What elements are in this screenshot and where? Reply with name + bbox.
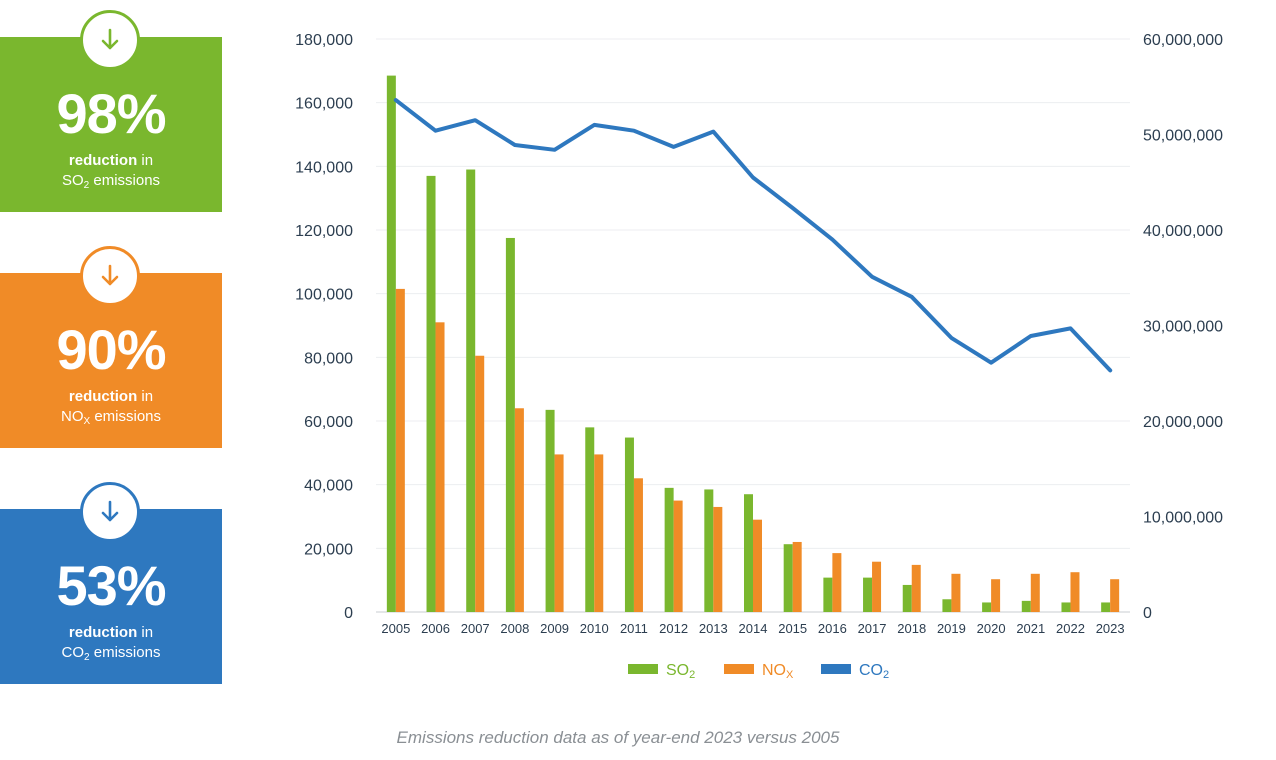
bar-nox: [872, 561, 882, 612]
x-axis-tick-label: 2010: [580, 621, 609, 636]
bar-so2: [783, 544, 793, 612]
bar-nox: [951, 573, 961, 612]
x-axis-tick-label: 2020: [977, 621, 1006, 636]
right-axis-tick-label: 40,000,000: [1143, 223, 1223, 240]
right-axis-tick-label: 30,000,000: [1143, 319, 1223, 336]
bar-so2: [823, 577, 833, 612]
bar-so2: [426, 175, 436, 612]
stat-description: reduction in NOX emissions: [60, 388, 162, 427]
bar-so2: [942, 599, 952, 612]
emissions-chart: 0 20,000 40,000 60,000 80,000 100,000 120,000 1…: [295, 32, 1223, 681]
left-axis-tick-label: 100,000: [295, 287, 353, 304]
left-axis-tick-label: 180,000: [295, 32, 353, 49]
bar-nox: [832, 553, 842, 612]
stat-percent: 98%: [56, 82, 166, 145]
left-axis-tick-label: 60,000: [304, 414, 353, 431]
legend-item-co2: CO2: [821, 662, 889, 681]
bar-so2: [1101, 602, 1111, 612]
bar-so2: [704, 489, 714, 612]
bar-so2: [744, 494, 753, 612]
legend-swatch: [628, 664, 658, 674]
bar-so2: [982, 602, 992, 612]
stat-description: reduction in SO2 emissions: [61, 152, 161, 191]
x-axis-tick-label: 2019: [937, 621, 966, 636]
stat-description: reduction in CO2 emissions: [61, 624, 161, 663]
left-axis-tick-label: 20,000: [304, 541, 353, 558]
left-axis-tick-label: 80,000: [304, 350, 353, 367]
right-axis-tick-label: 20,000,000: [1143, 414, 1223, 431]
bar-nox: [911, 564, 921, 612]
x-axis-tick-label: 2022: [1056, 621, 1085, 636]
bar-nox: [435, 322, 445, 612]
legend-swatch: [821, 664, 851, 674]
left-axis-tick-label: 0: [344, 605, 353, 622]
bar-so2: [585, 427, 595, 612]
legend-label: NOX: [762, 662, 794, 681]
bar-nox: [792, 541, 802, 612]
x-axis-tick-label: 2008: [500, 621, 529, 636]
stat-percent: 90%: [56, 318, 166, 381]
bar-nox: [991, 579, 1001, 612]
x-axis-tick-label: 2006: [421, 621, 450, 636]
bar-nox: [1110, 579, 1120, 612]
bar-nox: [475, 355, 485, 612]
x-axis-tick-label: 2013: [699, 621, 728, 636]
left-axis-tick-label: 160,000: [295, 96, 353, 113]
bar-nox: [514, 408, 524, 612]
bar-nox: [1070, 572, 1080, 612]
x-axis-tick-label: 2021: [1016, 621, 1045, 636]
bar-nox: [633, 478, 643, 612]
bar-nox: [673, 500, 683, 612]
x-axis-tick-label: 2018: [897, 621, 926, 636]
x-axis-tick-label: 2017: [858, 621, 887, 636]
bar-so2: [1021, 600, 1031, 612]
x-axis-tick-label: 2023: [1096, 621, 1125, 636]
bar-so2: [863, 577, 873, 612]
legend-label: SO2: [666, 662, 695, 681]
legend-swatch: [724, 664, 754, 674]
right-axis-tick-label: 50,000,000: [1143, 128, 1223, 145]
line-co2: [393, 98, 1113, 373]
bar-so2: [386, 75, 396, 612]
bar-so2: [545, 409, 555, 612]
bar-so2: [664, 487, 674, 612]
bar-so2: [902, 584, 912, 612]
x-axis-tick-label: 2009: [540, 621, 569, 636]
left-axis-tick-label: 120,000: [295, 223, 353, 240]
stat-nox: 90% reduction in NOX emissions: [0, 240, 222, 448]
bar-so2: [1061, 602, 1071, 612]
left-axis-tick-label: 140,000: [295, 159, 353, 176]
legend-item-nox: NOX: [724, 662, 794, 681]
bar-nox: [1030, 573, 1040, 612]
left-axis-tick-label: 40,000: [304, 478, 353, 495]
chart-caption: Emissions reduction data as of year-end …: [396, 728, 840, 747]
x-axis-tick-label: 2015: [778, 621, 807, 636]
stat-co2: 53% reduction in CO2 emissions: [0, 476, 222, 684]
x-axis-tick-label: 2005: [381, 621, 410, 636]
arrow-down-icon: [80, 10, 140, 70]
bar-so2: [505, 237, 515, 613]
bar-so2: [624, 437, 634, 612]
legend-item-so2: SO2: [628, 662, 695, 681]
stat-so2: 98% reduction in SO2 emissions: [0, 0, 222, 212]
bar-nox: [554, 454, 564, 612]
stat-percent: 53%: [56, 554, 166, 617]
bar-so2: [466, 169, 476, 612]
right-axis-tick-label: 10,000,000: [1143, 510, 1223, 527]
x-axis-tick-label: 2016: [818, 621, 847, 636]
arrow-down-icon: [80, 246, 140, 306]
bar-nox: [753, 519, 762, 612]
legend-label: CO2: [859, 662, 889, 681]
right-axis-tick-label: 0: [1143, 605, 1152, 622]
bar-nox: [395, 288, 405, 612]
right-axis-tick-label: 60,000,000: [1143, 32, 1223, 49]
arrow-down-icon: [80, 482, 140, 542]
x-axis-tick-label: 2012: [659, 621, 688, 636]
bar-nox: [713, 506, 723, 612]
x-axis-tick-label: 2011: [620, 621, 648, 636]
x-axis-tick-label: 2014: [739, 621, 768, 636]
bar-nox: [594, 454, 604, 612]
x-axis-tick-label: 2007: [461, 621, 490, 636]
